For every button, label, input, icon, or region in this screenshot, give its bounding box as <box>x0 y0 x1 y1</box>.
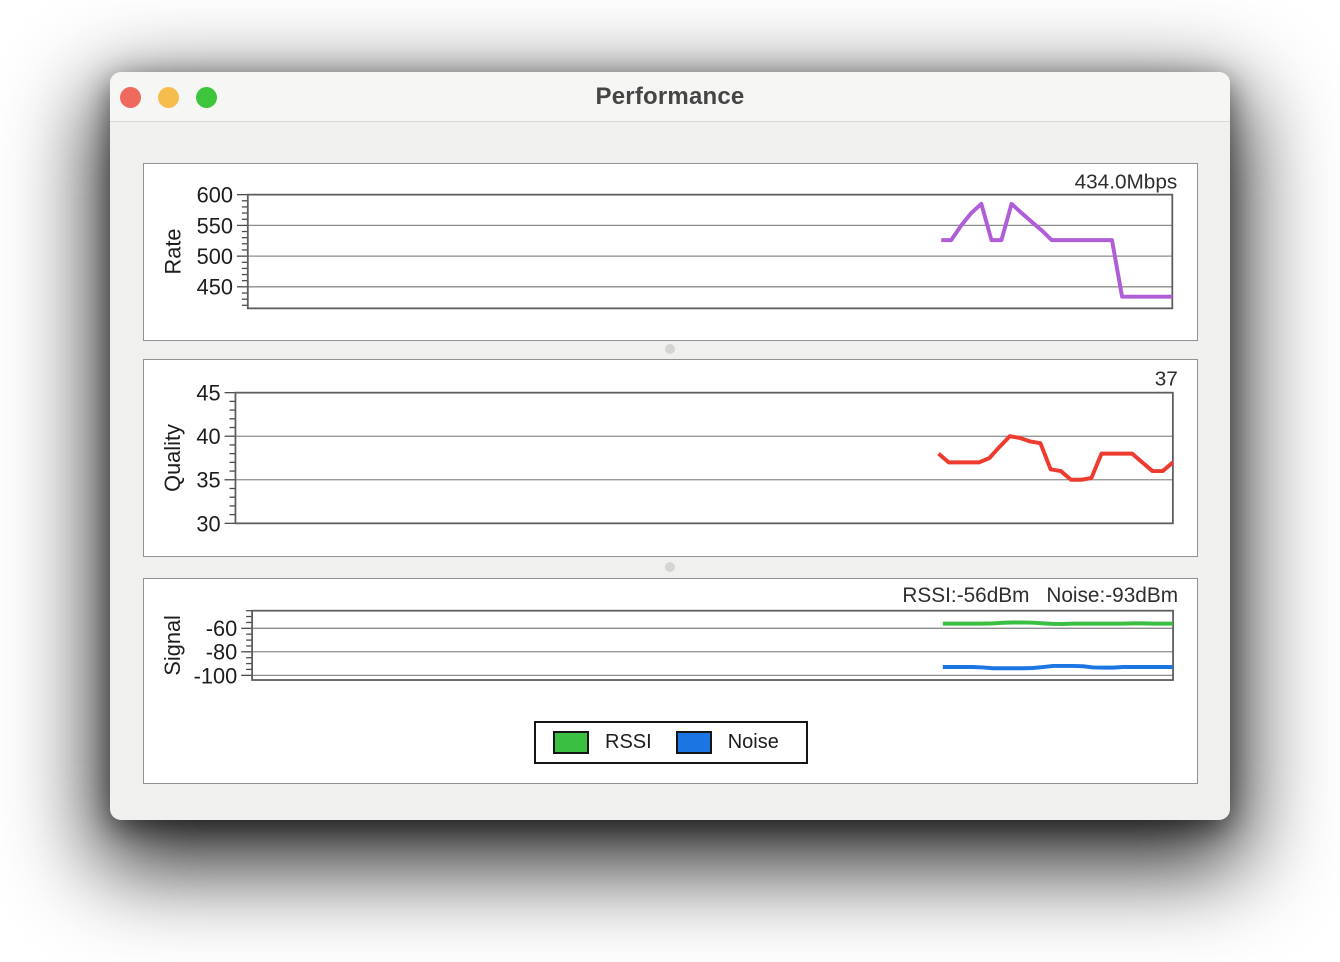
traffic-lights <box>120 87 217 108</box>
svg-text:Quality: Quality <box>160 424 185 492</box>
minimize-button[interactable] <box>158 87 179 108</box>
svg-text:-60: -60 <box>206 616 237 641</box>
quality-chart-panel: 30 35 40 45 Quality 37 <box>143 359 1198 557</box>
window-titlebar[interactable]: Performance <box>110 72 1230 122</box>
signal-legend: RSSI Noise <box>534 721 808 764</box>
noise-legend-swatch <box>675 731 712 754</box>
svg-text:-100: -100 <box>194 663 238 688</box>
svg-text:40: 40 <box>196 424 220 449</box>
rate-chart: 450 500 550 600 Rate 434.0Mbps <box>161 171 1178 310</box>
quality-chart: 30 35 40 45 Quality 37 <box>160 368 1178 537</box>
svg-text:-80: -80 <box>206 640 237 665</box>
rate-chart-panel: 450 500 550 600 Rate 434.0Mbps <box>143 163 1198 341</box>
splitter-handle-icon[interactable] <box>665 562 675 572</box>
signal-chart-panel: -100 -80 -60 Signal RSSI:-56dBm Noise:-93dBm … <box>143 578 1198 784</box>
rssi-legend-swatch <box>553 731 589 754</box>
svg-text:30: 30 <box>196 511 220 536</box>
zoom-button[interactable] <box>196 87 217 108</box>
svg-text:35: 35 <box>196 468 220 493</box>
svg-text:Signal: Signal <box>160 615 185 676</box>
svg-text:600: 600 <box>197 183 233 208</box>
svg-text:550: 550 <box>197 213 233 238</box>
noise-legend-label: Noise <box>727 731 779 753</box>
window-title: Performance <box>595 83 745 110</box>
svg-text:434.0Mbps: 434.0Mbps <box>1075 171 1178 194</box>
splitter-handle-icon[interactable] <box>665 344 675 354</box>
close-button[interactable] <box>120 87 141 108</box>
svg-text:RSSI:-56dBm: RSSI:-56dBm <box>902 584 1029 607</box>
performance-window: Performance 450 500 550 600 Rate 434.0Mbps 30… <box>110 72 1230 820</box>
svg-text:37: 37 <box>1155 368 1178 391</box>
svg-text:500: 500 <box>197 244 233 269</box>
svg-text:Noise:-93dBm: Noise:-93dBm <box>1046 584 1178 607</box>
svg-text:Rate: Rate <box>161 229 186 275</box>
svg-text:450: 450 <box>197 275 233 300</box>
svg-text:45: 45 <box>196 381 220 406</box>
signal-chart: -100-80-60 Signal RSSI:-56dBm Noise:-93dBm <box>160 584 1178 689</box>
rssi-legend-label: RSSI <box>605 731 652 753</box>
